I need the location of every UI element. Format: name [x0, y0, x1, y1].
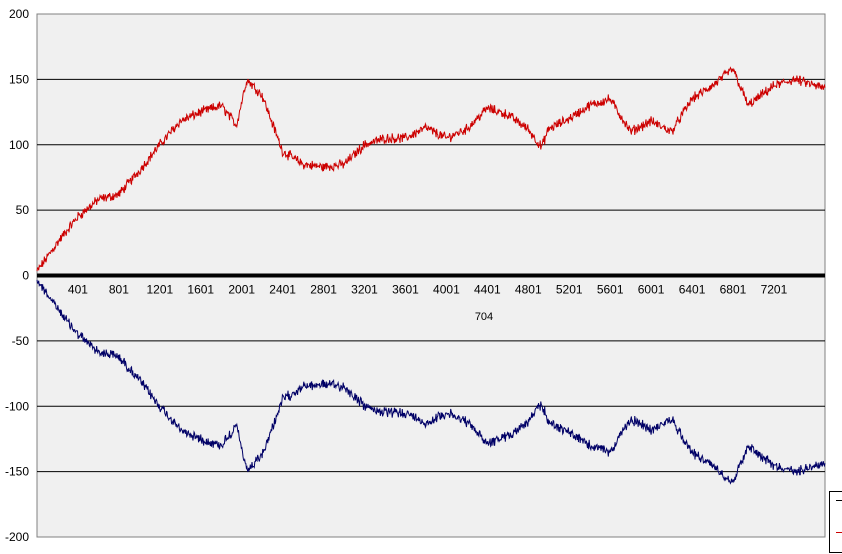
- x-tick-label: 3601: [392, 283, 419, 297]
- x-tick-label: 5201: [556, 283, 583, 297]
- x-tick-label: 4001: [433, 283, 460, 297]
- y-tick-label: -100: [5, 399, 29, 413]
- y-tick-label: -150: [5, 465, 29, 479]
- x-axis: 401 801 1201 1601 2001 2401 2801 3201 3601 4001 44…: [37, 273, 825, 297]
- y-tick-label: 200: [9, 7, 29, 21]
- legend-swatch-series-1: [836, 500, 842, 501]
- legend: [829, 491, 842, 553]
- x-tick-label: 6001: [638, 283, 665, 297]
- x-tick-label: 2401: [269, 283, 296, 297]
- x-tick-label: 7201: [761, 283, 788, 297]
- x-tick-label: 1601: [187, 283, 214, 297]
- x-tick-label: 4401: [474, 283, 501, 297]
- x-tick-label: 4801: [515, 283, 542, 297]
- legend-swatch-series-2: [836, 532, 842, 533]
- x-tick-label: 3201: [351, 283, 378, 297]
- y-axis: 200 150 100 50 0 -50 -100 -150 -200: [5, 7, 29, 544]
- x-axis-label: 704: [475, 311, 493, 323]
- y-tick-label: -200: [5, 530, 29, 544]
- x-tick-label: 6801: [720, 283, 747, 297]
- series-1-line: [36, 66, 826, 272]
- x-tick-label: 401: [68, 283, 88, 297]
- y-tick-label: 50: [16, 203, 30, 217]
- x-tick-label: 1201: [146, 283, 173, 297]
- y-tick-label: 100: [9, 138, 29, 152]
- x-tick-label: 6401: [679, 283, 706, 297]
- gridlines: [37, 78, 825, 473]
- series-2-line: [36, 279, 826, 485]
- series-layer: [36, 66, 826, 485]
- x-tick-label: 801: [109, 283, 129, 297]
- x-tick-label: 2001: [228, 283, 255, 297]
- x-tick-label: 2801: [310, 283, 337, 297]
- y-tick-label: 0: [22, 269, 29, 283]
- x-tick-label: 5601: [597, 283, 624, 297]
- y-tick-label: -50: [12, 334, 30, 348]
- y-tick-label: 150: [9, 72, 29, 86]
